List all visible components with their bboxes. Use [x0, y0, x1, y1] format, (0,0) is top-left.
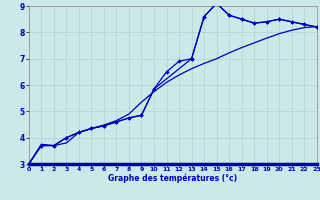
X-axis label: Graphe des températures (°c): Graphe des températures (°c) — [108, 174, 237, 183]
